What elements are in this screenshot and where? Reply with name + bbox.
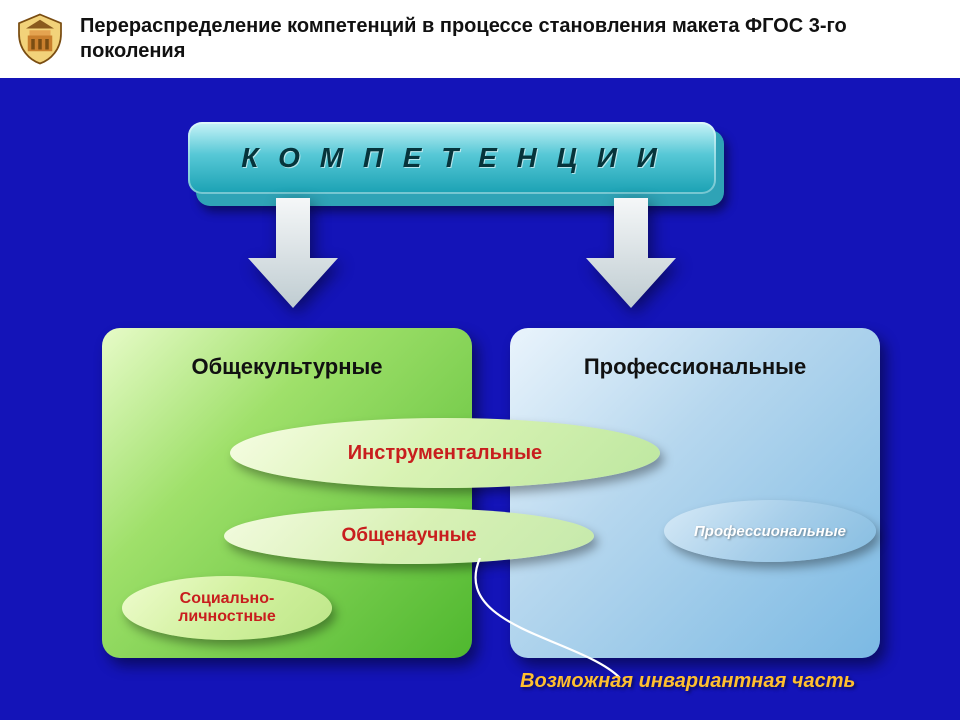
ellipse-professional-label: Профессиональные	[694, 523, 846, 540]
banner-text: К О М П Е Т Е Н Ц И И	[241, 142, 663, 174]
university-crest-icon	[12, 11, 68, 67]
competencies-banner: К О М П Е Т Е Н Ц И И	[188, 122, 716, 194]
slide-header: Перераспределение компетенций в процессе…	[0, 0, 960, 78]
box-professional: Профессиональные	[510, 328, 880, 658]
box-left-title: Общекультурные	[102, 354, 472, 380]
invariant-note: Возможная инвариантная часть	[520, 670, 855, 693]
box-right-title: Профессиональные	[510, 354, 880, 380]
arrow-down-left	[248, 198, 338, 308]
ellipse-professional: Профессиональные	[664, 500, 876, 562]
diagram-stage: К О М П Е Т Е Н Ц И И Общекультурные Про…	[0, 78, 960, 720]
ellipse-instrumental: Инструментальные	[230, 418, 660, 488]
slide-title: Перераспределение компетенций в процессе…	[80, 14, 948, 64]
ellipse-scientific: Общенаучные	[224, 508, 594, 564]
ellipse-social-personal: Социально-личностные	[122, 576, 332, 640]
ellipse-social-label: Социально-личностные	[178, 590, 275, 627]
ellipse-scientific-label: Общенаучные	[341, 525, 476, 547]
arrow-down-right	[586, 198, 676, 308]
ellipse-instrumental-label: Инструментальные	[348, 442, 542, 465]
